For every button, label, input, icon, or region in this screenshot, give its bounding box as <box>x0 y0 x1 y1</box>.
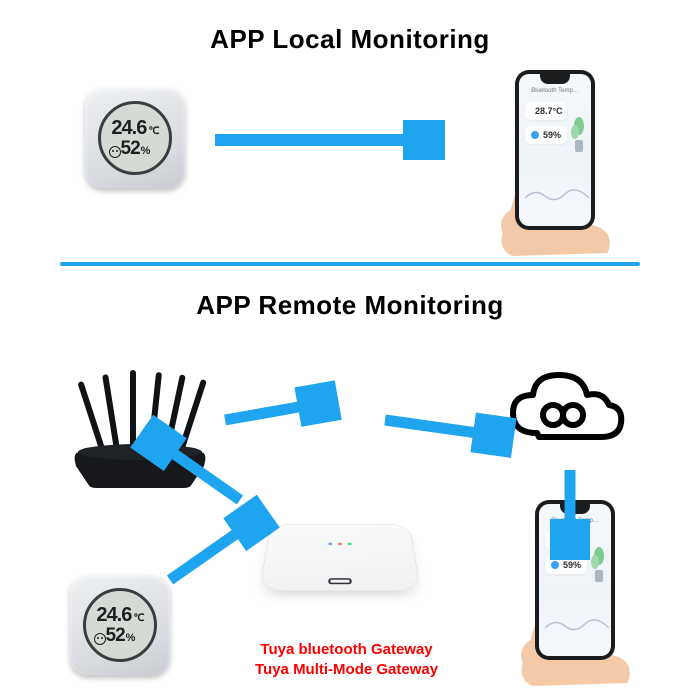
cloud-icon <box>505 365 625 455</box>
hub-usb-port <box>328 578 351 584</box>
hub-led-3 <box>348 543 352 546</box>
sensor-lcd: 24.6℃ 52% <box>98 101 172 175</box>
sensor-device-local: 24.6℃ 52% <box>85 88 185 188</box>
sensor-lcd-2: 24.6℃ 52% <box>83 588 157 662</box>
arrow-remote-3 <box>382 400 516 458</box>
plant-icon <box>570 116 588 156</box>
hub-led-1 <box>328 543 332 546</box>
local-title: APP Local Monitoring <box>0 24 700 55</box>
section-divider <box>60 262 640 266</box>
caption-line-2: Tuya Multi-Mode Gateway <box>255 660 438 680</box>
smartphone: Bluetooth Temp… 28.7°C 59% <box>515 70 595 230</box>
phone-chart <box>525 178 589 208</box>
arrow-local <box>215 120 445 160</box>
phone-notch <box>540 74 570 84</box>
remote-title: APP Remote Monitoring <box>0 290 700 321</box>
smiley-icon-2 <box>94 633 106 645</box>
gateway-hub <box>265 505 415 620</box>
phone-screen: Bluetooth Temp… 28.7°C 59% <box>519 74 591 226</box>
sensor-temp-unit: ℃ <box>148 126 158 137</box>
phone-hum: 59% <box>543 130 561 140</box>
phone-in-hand-local: Bluetooth Temp… 28.7°C 59% <box>490 70 620 250</box>
caption-line-1: Tuya bluetooth Gateway <box>255 640 438 660</box>
phone-temp: 28.7°C <box>535 106 563 116</box>
phone-header: Bluetooth Temp… <box>519 88 591 94</box>
arrow-remote-2 <box>222 380 342 439</box>
sensor-device-remote: 24.6℃ 52% <box>70 575 170 675</box>
sensor-hum-unit: % <box>141 145 150 157</box>
smiley-icon <box>109 146 121 158</box>
sensor-hum: 52 <box>121 138 140 159</box>
arrow-remote-4 <box>550 470 590 560</box>
gateway-caption: Tuya bluetooth Gateway Tuya Multi-Mode G… <box>255 640 438 679</box>
sensor-temp: 24.6 <box>111 117 146 139</box>
hub-led-2 <box>338 543 342 546</box>
